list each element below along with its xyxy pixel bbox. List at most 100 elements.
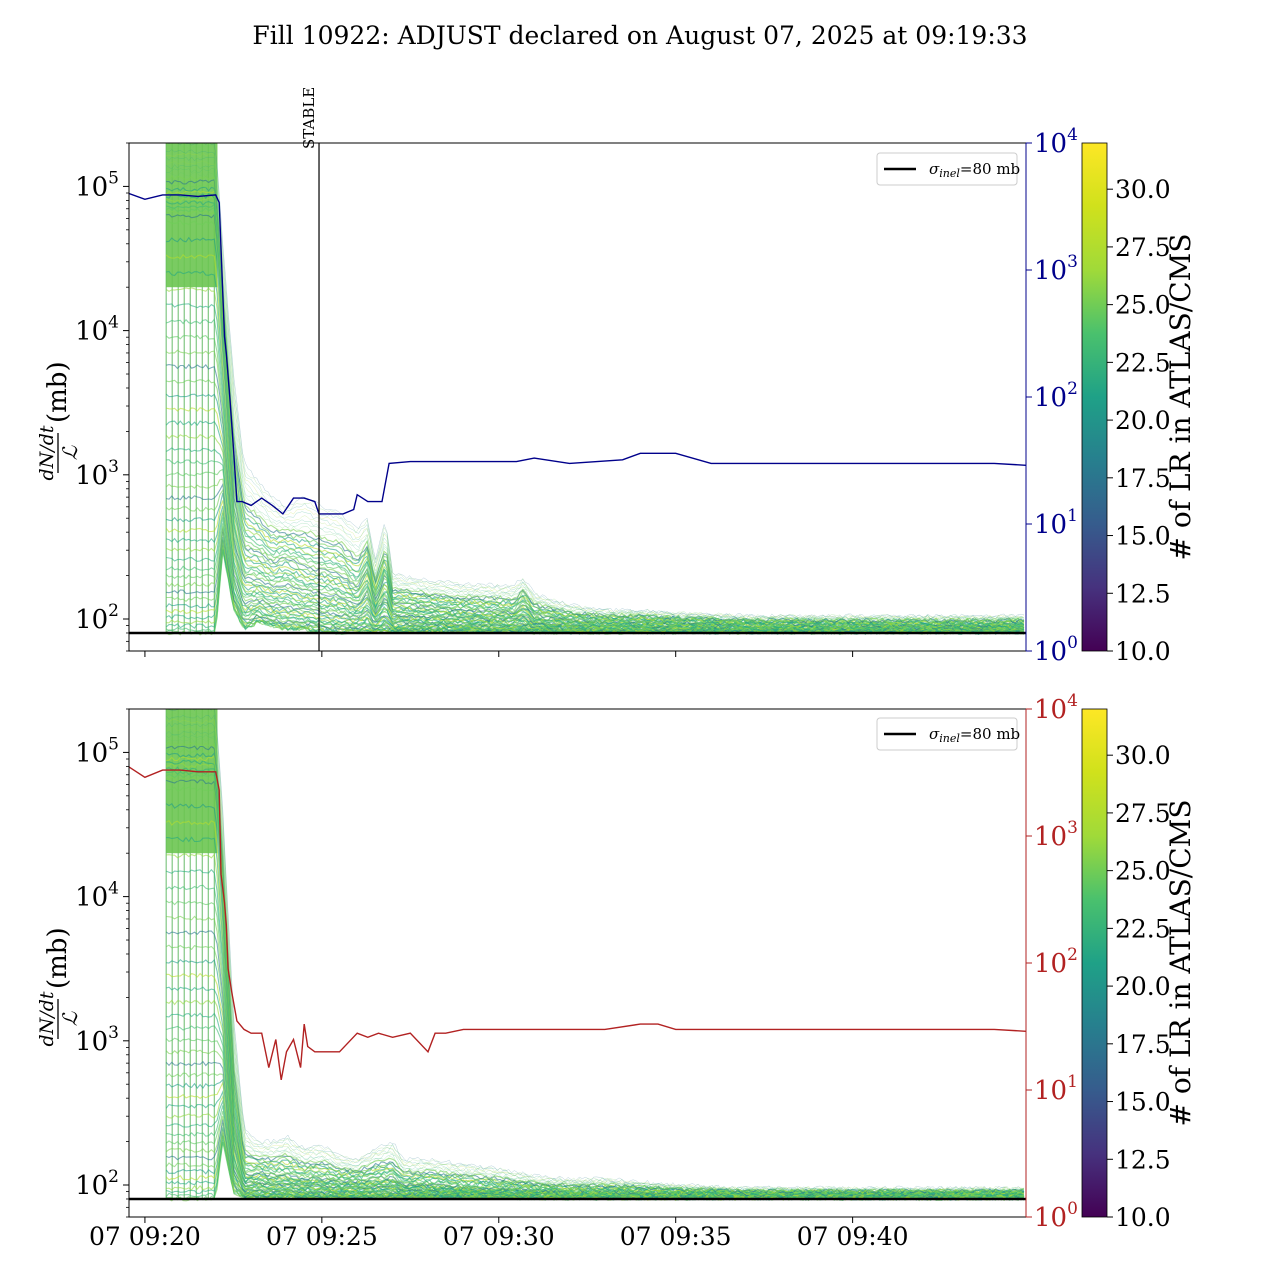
lr-curve-top-58 bbox=[166, 146, 1024, 619]
y-tick-label-left-top-2: 104 bbox=[75, 313, 119, 347]
legend-text-top: =80 mb bbox=[960, 160, 1020, 178]
x-ticks-top bbox=[145, 651, 853, 657]
colorbar-tick-label-bottom-0: 10.0 bbox=[1115, 1203, 1171, 1232]
lr-curve-bottom-49 bbox=[166, 746, 1024, 1193]
lr-curve-top-53 bbox=[166, 165, 1024, 621]
lr-curve-top-38 bbox=[166, 221, 1024, 628]
y-tick-label-left-bottom-1: 103 bbox=[75, 1023, 119, 1057]
y-tick-label-right-bottom-3: 103 bbox=[1034, 818, 1078, 852]
lr-curve-bundle-top bbox=[166, 141, 1024, 635]
lr-curve-bottom-42 bbox=[166, 770, 1024, 1195]
legend-top: σinel=80 mb bbox=[877, 153, 1020, 185]
lr-curve-bottom-51 bbox=[166, 738, 1024, 1192]
lr-curve-bottom-57 bbox=[166, 715, 1024, 1191]
y-ticks-left-top: 102 103 104 105 bbox=[75, 143, 129, 651]
y-label-unit-bottom: (mb) bbox=[43, 927, 73, 989]
lr-curve-bottom-31 bbox=[166, 901, 1024, 1197]
y-tick-label-right-bottom-2: 102 bbox=[1034, 945, 1078, 979]
x-tick-label-0: 07 09:20 bbox=[89, 1222, 201, 1251]
lr-curve-bottom-53 bbox=[166, 731, 1024, 1192]
y-tick-label-left-top-3: 105 bbox=[75, 168, 119, 202]
colorbar-tick-label-top-2: 15.0 bbox=[1115, 522, 1171, 551]
lr-curve-top-37 bbox=[166, 238, 1024, 628]
x-ticks-bottom: 07 09:20 07 09:25 07 09:30 07 09:35 07 09:40 bbox=[89, 1217, 909, 1251]
lr-curve-bottom-40 bbox=[166, 777, 1024, 1196]
y-tick-label-left-top-1: 103 bbox=[75, 457, 119, 491]
y-label-denominator-bottom: ℒ bbox=[58, 1011, 82, 1026]
colorbar-tick-label-top-4: 20.0 bbox=[1115, 406, 1171, 435]
lr-curve-bottom-29 bbox=[166, 931, 1024, 1197]
colorbar-tick-label-top-7: 27.5 bbox=[1115, 233, 1171, 262]
panel-top: STABLE 102 103 104 105 100 101 102 103 104 dN/d… bbox=[36, 87, 1197, 667]
lr-curve-bundle-bottom bbox=[166, 707, 1024, 1201]
y-tick-label-right-top-1: 101 bbox=[1034, 506, 1078, 540]
figure-title: Fill 10922: ADJUST declared on August 07… bbox=[252, 21, 1027, 50]
colorbar-bottom: 10.0 12.5 15.0 17.5 20.0 22.5 25.0 27.5 30.0 # o… bbox=[1082, 709, 1197, 1232]
colorbar-label-top: # of LR in ATLAS/CMS bbox=[1164, 233, 1197, 560]
colorbar-tick-label-bottom-8: 30.0 bbox=[1115, 741, 1171, 770]
colorbar-tick-label-bottom-5: 22.5 bbox=[1115, 914, 1171, 943]
lr-curve-bottom-46 bbox=[166, 756, 1024, 1194]
colorbar-tick-label-top-6: 25.0 bbox=[1115, 291, 1171, 320]
lr-curve-top-40 bbox=[166, 211, 1024, 627]
colorbar-ticks-top: 10.0 12.5 15.0 17.5 20.0 22.5 25.0 27.5 30.0 bbox=[1107, 175, 1171, 666]
colorbar-tick-label-top-8: 30.0 bbox=[1115, 175, 1171, 204]
y-tick-label-right-top-3: 103 bbox=[1034, 252, 1078, 286]
lr-curve-bottom-45 bbox=[166, 760, 1024, 1194]
plot-area-top bbox=[129, 141, 1026, 651]
lr-curve-bottom-58 bbox=[166, 711, 1024, 1191]
colorbar-tick-label-top-3: 17.5 bbox=[1115, 464, 1171, 493]
lr-curve-bottom-26 bbox=[166, 974, 1024, 1198]
lr-curve-top-29 bbox=[166, 365, 1024, 630]
legend-text-bottom: =80 mb bbox=[960, 725, 1020, 743]
lr-curve-bottom-33 bbox=[166, 870, 1024, 1197]
y-label-numerator-bottom: dN/dt bbox=[36, 991, 58, 1046]
colorbar-label-bottom: # of LR in ATLAS/CMS bbox=[1164, 799, 1197, 1126]
y-label-numerator-top: dN/dt bbox=[36, 425, 58, 480]
colorbar-tick-label-bottom-6: 25.0 bbox=[1115, 857, 1171, 886]
colorbar-tick-label-top-1: 12.5 bbox=[1115, 579, 1171, 608]
plot-frame-bottom bbox=[129, 709, 1026, 1217]
lr-curve-bottom-30 bbox=[166, 916, 1024, 1197]
lr-curve-bottom-48 bbox=[166, 749, 1024, 1193]
lr-curve-top-26 bbox=[166, 408, 1024, 631]
lr-curve-bottom-43 bbox=[166, 767, 1024, 1195]
lr-curve-bottom-27 bbox=[166, 960, 1024, 1198]
colorbar-tick-label-bottom-7: 27.5 bbox=[1115, 799, 1171, 828]
lr-curve-top-47 bbox=[166, 187, 1024, 623]
y-ticks-right-top: 100101102103104 bbox=[1026, 125, 1078, 667]
colorbar-tick-label-top-5: 22.5 bbox=[1115, 348, 1171, 377]
panel-bottom: 102103104105 100101102103104 07 09:20 07 … bbox=[36, 691, 1197, 1251]
lr-curve-bottom-39 bbox=[166, 780, 1024, 1196]
lr-curve-bottom-44 bbox=[166, 764, 1024, 1195]
injection-block-top bbox=[166, 143, 217, 287]
lr-curve-bottom-35 bbox=[166, 837, 1024, 1196]
colorbar-tick-label-bottom-3: 17.5 bbox=[1115, 1030, 1171, 1059]
lr-curve-bottom-36 bbox=[166, 821, 1024, 1197]
y-ticks-right-bottom: 100 101 102 103 104 bbox=[1026, 691, 1078, 1233]
colorbar-tick-label-bottom-1: 12.5 bbox=[1115, 1145, 1171, 1174]
x-tick-label-1: 07 09:25 bbox=[266, 1222, 378, 1251]
y-tick-label-left-bottom-3: 105 bbox=[75, 734, 119, 768]
colorbar-gradient-bottom bbox=[1082, 709, 1107, 1217]
lr-curve-bottom-41 bbox=[166, 774, 1024, 1195]
y-tick-label-left-bottom-2: 104 bbox=[75, 879, 119, 913]
y-tick-label-right-bottom-1: 101 bbox=[1034, 1072, 1078, 1106]
lr-curve-top-39 bbox=[166, 214, 1024, 626]
lr-curve-bottom-59 bbox=[166, 707, 1024, 1191]
y-tick-label-right-top-2: 102 bbox=[1034, 379, 1078, 413]
y-tick-label-right-bottom-0: 100 bbox=[1034, 1199, 1078, 1233]
lr-curve-top-51 bbox=[166, 172, 1024, 622]
lr-curve-bottom-50 bbox=[166, 742, 1024, 1193]
legend-sigma-sub-top: inel bbox=[939, 167, 960, 180]
y-tick-label-right-top-4: 104 bbox=[1034, 125, 1078, 159]
legend-sigma-sub-bottom: inel bbox=[939, 732, 960, 745]
injection-block-bottom bbox=[166, 709, 217, 853]
lr-curve-top-45 bbox=[166, 194, 1024, 625]
y-label-unit-top: (mb) bbox=[43, 361, 73, 423]
y-tick-label-left-top-0: 102 bbox=[75, 601, 119, 635]
stable-marker-label: STABLE bbox=[300, 87, 318, 149]
colorbar-tick-label-bottom-4: 20.0 bbox=[1115, 972, 1171, 1001]
colorbar-gradient-top bbox=[1082, 143, 1107, 651]
